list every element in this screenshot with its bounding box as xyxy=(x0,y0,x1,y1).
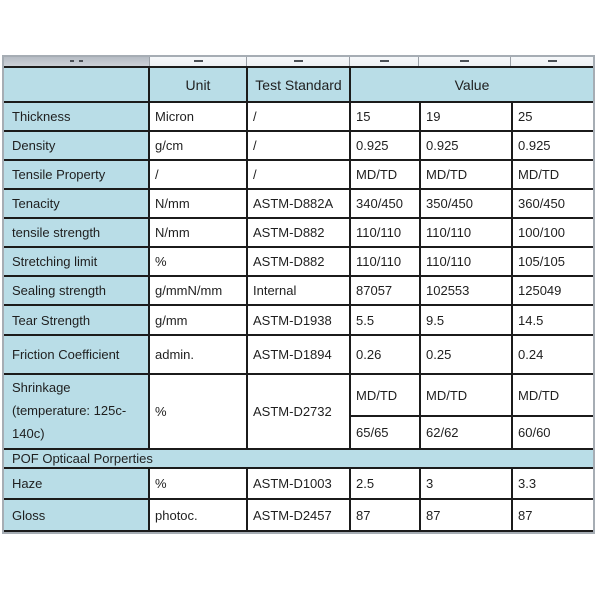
test-standard-cell: ASTM-D2732 xyxy=(248,375,349,448)
value-cell: 110/110 xyxy=(421,219,511,246)
value-cell: 340/450 xyxy=(351,190,419,217)
value-cell: 9.5 xyxy=(421,306,511,334)
cropped-cell xyxy=(149,57,247,66)
section-header-optical: POF Opticaal Porperties xyxy=(4,450,593,467)
test-standard-cell: ASTM-D1003 xyxy=(248,469,349,498)
value-cell: 102553 xyxy=(421,277,511,304)
value-cell: 110/110 xyxy=(421,248,511,275)
unit-cell: % xyxy=(150,248,246,275)
unit-cell: N/mm xyxy=(150,219,246,246)
value-cell: 125049 xyxy=(513,277,593,304)
value-cell: 19 xyxy=(421,103,511,130)
spec-table: Unit Test Standard Value Thickness Micro… xyxy=(2,55,595,534)
value-cell: 110/110 xyxy=(351,219,419,246)
value-cell: 2.5 xyxy=(351,469,419,498)
cropped-previous-row xyxy=(4,57,593,66)
property-cell: Gloss xyxy=(4,500,148,530)
unit-cell: % xyxy=(150,375,246,448)
test-standard-cell: ASTM-D1894 xyxy=(248,336,349,373)
header-property-cell xyxy=(4,68,148,101)
property-cell: tensile strength xyxy=(4,219,148,246)
test-standard-cell: ASTM-D882A xyxy=(248,190,349,217)
value-cell: 87 xyxy=(513,500,593,530)
cropped-cell xyxy=(246,57,349,66)
unit-cell: % xyxy=(150,469,246,498)
property-cell: Tensile Property xyxy=(4,161,148,188)
value-cell: 110/110 xyxy=(351,248,419,275)
property-cell: Haze xyxy=(4,469,148,498)
unit-cell: / xyxy=(150,161,246,188)
header-unit-cell: Unit xyxy=(150,68,246,101)
cropped-cell xyxy=(418,57,510,66)
property-cell: Thickness xyxy=(4,103,148,130)
test-standard-cell: ASTM-D882 xyxy=(248,248,349,275)
property-cell: Friction Coefficient xyxy=(4,336,148,373)
value-cell: 62/62 xyxy=(421,417,511,448)
cropped-cell xyxy=(4,57,149,66)
value-cell: 0.925 xyxy=(351,132,419,159)
value-cell: MD/TD xyxy=(513,375,593,415)
test-standard-cell: ASTM-D1938 xyxy=(248,306,349,334)
header-value-cell: Value xyxy=(351,68,593,101)
value-cell: 100/100 xyxy=(513,219,593,246)
value-cell: 87 xyxy=(421,500,511,530)
unit-cell: admin. xyxy=(150,336,246,373)
unit-cell: g/mmN/mm xyxy=(150,277,246,304)
value-cell: 0.26 xyxy=(351,336,419,373)
property-cell: Tenacity xyxy=(4,190,148,217)
test-standard-cell: / xyxy=(248,103,349,130)
value-cell: 25 xyxy=(513,103,593,130)
unit-cell: Micron xyxy=(150,103,246,130)
value-cell: MD/TD xyxy=(421,161,511,188)
unit-cell: N/mm xyxy=(150,190,246,217)
unit-cell: g/cm xyxy=(150,132,246,159)
value-cell: 3.3 xyxy=(513,469,593,498)
value-cell: 350/450 xyxy=(421,190,511,217)
value-cell: 0.925 xyxy=(421,132,511,159)
test-standard-cell: ASTM-D2457 xyxy=(248,500,349,530)
value-cell: 14.5 xyxy=(513,306,593,334)
test-standard-cell: Internal xyxy=(248,277,349,304)
value-cell: 360/450 xyxy=(513,190,593,217)
value-cell: 3 xyxy=(421,469,511,498)
value-cell: 105/105 xyxy=(513,248,593,275)
value-cell: 60/60 xyxy=(513,417,593,448)
value-cell: 5.5 xyxy=(351,306,419,334)
unit-cell: photoc. xyxy=(150,500,246,530)
test-standard-cell: / xyxy=(248,132,349,159)
property-cell: Tear Strength xyxy=(4,306,148,334)
value-cell: 0.24 xyxy=(513,336,593,373)
value-cell: 65/65 xyxy=(351,417,419,448)
cropped-cell xyxy=(348,57,419,66)
test-standard-cell: ASTM-D882 xyxy=(248,219,349,246)
value-cell: MD/TD xyxy=(421,375,511,415)
value-cell: 0.925 xyxy=(513,132,593,159)
cropped-cell xyxy=(509,57,593,66)
value-cell: 87 xyxy=(351,500,419,530)
property-cell: Stretching limit xyxy=(4,248,148,275)
test-standard-cell: / xyxy=(248,161,349,188)
value-cell: MD/TD xyxy=(351,161,419,188)
value-cell: 15 xyxy=(351,103,419,130)
property-cell: Density xyxy=(4,132,148,159)
unit-cell: g/mm xyxy=(150,306,246,334)
header-test-standard-cell: Test Standard xyxy=(248,68,349,101)
property-cell: Sealing strength xyxy=(4,277,148,304)
property-cell-shrinkage: Shrinkage (temperature: 125c-140c) xyxy=(4,375,148,448)
value-cell: MD/TD xyxy=(513,161,593,188)
value-cell: MD/TD xyxy=(351,375,419,415)
value-cell: 87057 xyxy=(351,277,419,304)
properties-grid: Unit Test Standard Value Thickness Micro… xyxy=(4,66,593,532)
value-cell: 0.25 xyxy=(421,336,511,373)
